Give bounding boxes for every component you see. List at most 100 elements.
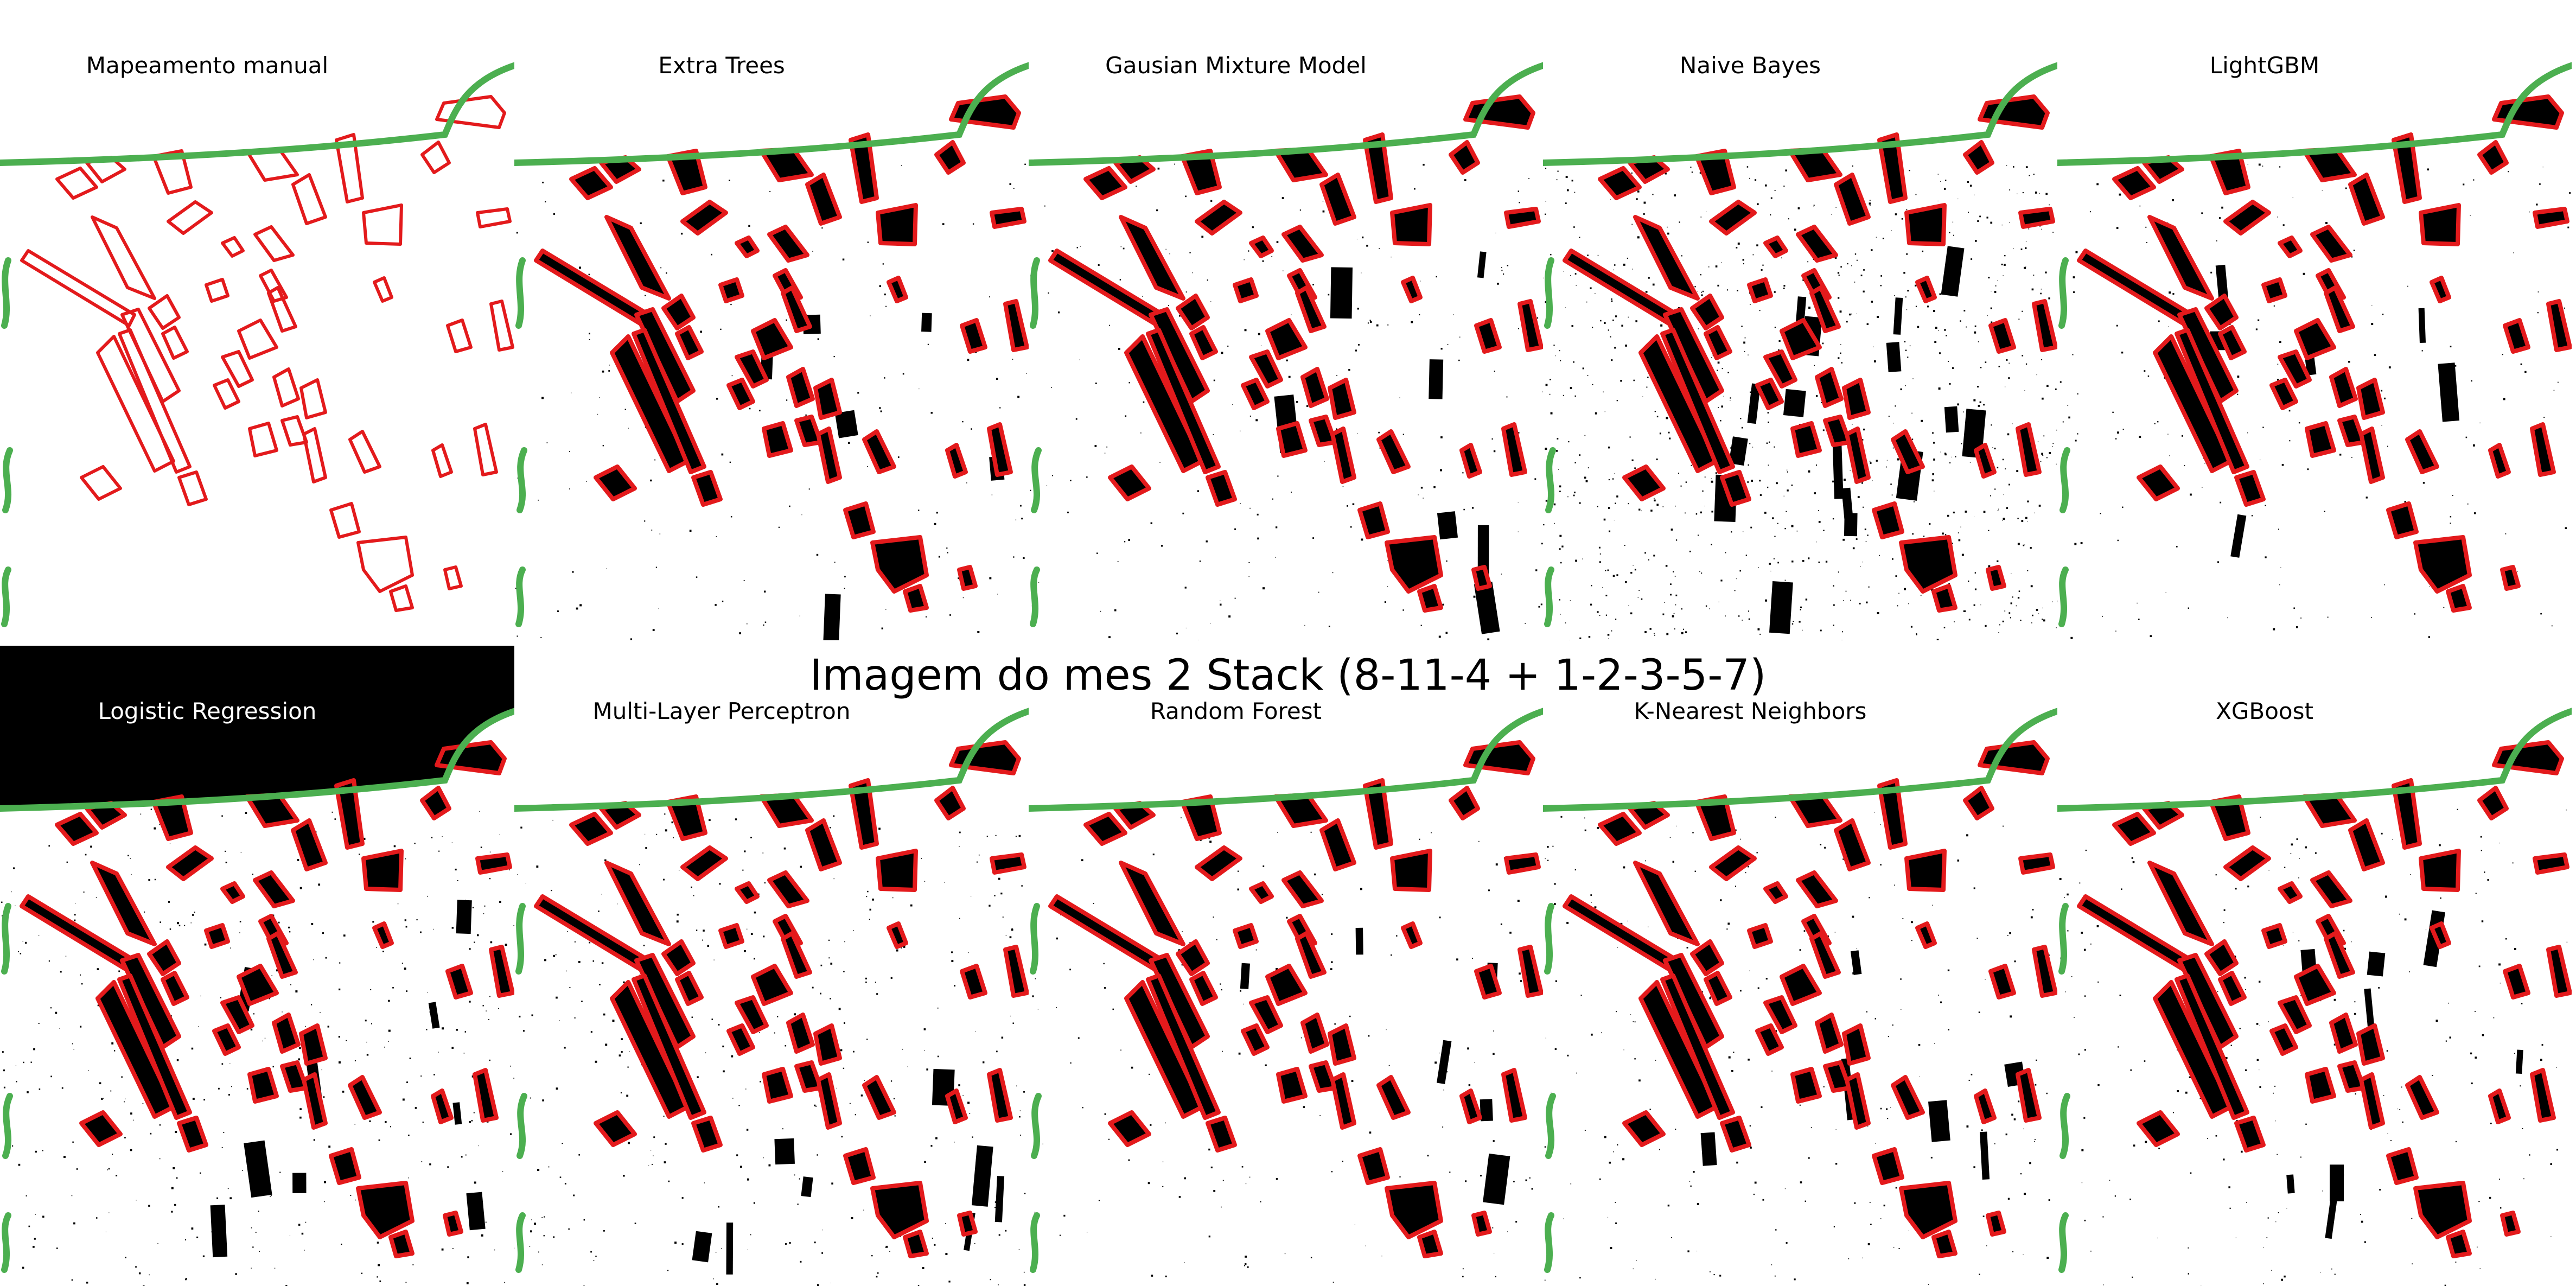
noise-speck xyxy=(1260,1201,1261,1202)
noise-speck xyxy=(987,836,988,837)
noise-speck xyxy=(866,1039,868,1040)
noise-speck xyxy=(1245,1256,1247,1258)
noise-speck xyxy=(2008,377,2010,379)
noise-speck xyxy=(1892,558,1893,560)
noise-speck xyxy=(2282,464,2284,466)
noise-speck xyxy=(1650,628,1652,629)
noise-speck xyxy=(1584,477,1586,479)
noise-speck xyxy=(25,942,27,944)
noise-speck xyxy=(602,371,604,373)
noise-speck xyxy=(1752,447,1753,448)
noise-speck xyxy=(1598,255,1599,256)
noise-speck xyxy=(1247,1266,1249,1268)
noise-speck xyxy=(843,971,845,972)
noise-speck xyxy=(2010,1015,2012,1017)
noise-speck xyxy=(2041,359,2042,360)
noise-speck xyxy=(320,1013,321,1014)
noise-speck xyxy=(1591,585,1592,586)
noise-speck xyxy=(376,947,377,948)
noise-speck xyxy=(74,914,76,915)
noise-speck xyxy=(1311,832,1312,833)
noise-speck xyxy=(1622,1158,1624,1160)
noise-speck xyxy=(1668,432,1670,434)
noise-speck xyxy=(2410,874,2411,875)
noise-speck xyxy=(1740,990,1742,992)
noise-speck xyxy=(1256,950,1257,951)
noise-speck xyxy=(1874,360,1876,362)
noise-speck xyxy=(230,947,231,948)
noise-speck xyxy=(1323,211,1325,213)
noise-speck xyxy=(270,1196,271,1197)
noise-speck xyxy=(1840,266,1842,268)
misclassified-blob xyxy=(1240,963,1250,989)
noise-speck xyxy=(429,1163,431,1165)
noise-speck xyxy=(2169,455,2170,456)
noise-speck xyxy=(1532,1188,1533,1190)
noise-speck xyxy=(1168,305,1169,306)
noise-speck xyxy=(2090,211,2091,212)
noise-speck xyxy=(1221,1207,1222,1208)
noise-speck xyxy=(415,1107,417,1109)
noise-speck xyxy=(1747,481,1749,483)
noise-speck xyxy=(324,1181,326,1183)
noise-speck xyxy=(926,1068,928,1071)
noise-speck xyxy=(1848,1258,1850,1259)
noise-speck xyxy=(2552,626,2553,627)
noise-speck xyxy=(1213,1190,1215,1192)
noise-speck xyxy=(1897,459,1899,461)
noise-speck xyxy=(1108,636,1111,638)
noise-speck xyxy=(196,1237,198,1238)
noise-speck xyxy=(575,941,576,943)
noise-speck xyxy=(1169,253,1170,254)
noise-speck xyxy=(711,254,712,256)
noise-speck xyxy=(1852,916,1854,918)
noise-speck xyxy=(520,827,522,829)
noise-speck xyxy=(1076,418,1077,420)
noise-speck xyxy=(777,1016,778,1017)
noise-speck xyxy=(2305,1124,2306,1125)
noise-speck xyxy=(1013,556,1014,557)
map-panel-xgboost: XGBoost xyxy=(2057,646,2572,1286)
noise-speck xyxy=(2177,1090,2179,1092)
noise-speck xyxy=(84,892,85,893)
noise-speck xyxy=(2052,232,2054,233)
noise-speck xyxy=(2230,1208,2231,1209)
noise-speck xyxy=(1843,600,1844,601)
noise-speck xyxy=(422,1161,423,1162)
noise-speck xyxy=(702,940,703,941)
noise-speck xyxy=(830,963,832,965)
noise-speck xyxy=(1494,450,1495,452)
noise-speck xyxy=(1994,448,1996,449)
noise-speck xyxy=(1615,315,1617,317)
noise-speck xyxy=(918,510,920,511)
noise-speck xyxy=(81,983,82,984)
noise-speck xyxy=(926,616,927,617)
noise-speck xyxy=(1681,255,1682,256)
misclassified-blob xyxy=(726,1223,733,1275)
noise-speck xyxy=(1767,487,1768,488)
noise-speck xyxy=(1755,1182,1757,1184)
noise-speck xyxy=(2018,319,2019,320)
noise-speck xyxy=(1894,884,1895,886)
noise-speck xyxy=(97,968,99,970)
noise-speck xyxy=(613,1020,615,1022)
noise-speck xyxy=(1592,327,1593,328)
noise-speck xyxy=(1148,1182,1150,1184)
noise-speck xyxy=(1886,467,1887,468)
noise-speck xyxy=(1100,611,1101,612)
noise-speck xyxy=(67,862,68,863)
noise-speck xyxy=(1946,335,1947,336)
noise-speck xyxy=(2220,502,2221,504)
map-panel-random-forest: Random Forest xyxy=(1029,646,1543,1286)
noise-speck xyxy=(1870,200,1871,201)
panel-title: XGBoost xyxy=(2057,698,2472,724)
building-footprint xyxy=(2020,855,2053,873)
noise-speck xyxy=(682,1243,684,1245)
noise-speck xyxy=(2022,311,2023,312)
noise-speck xyxy=(759,1032,760,1033)
noise-speck xyxy=(2079,882,2080,883)
noise-speck xyxy=(2307,468,2309,470)
noise-speck xyxy=(2297,838,2298,840)
noise-speck xyxy=(1997,467,1999,469)
noise-speck xyxy=(99,1083,101,1085)
